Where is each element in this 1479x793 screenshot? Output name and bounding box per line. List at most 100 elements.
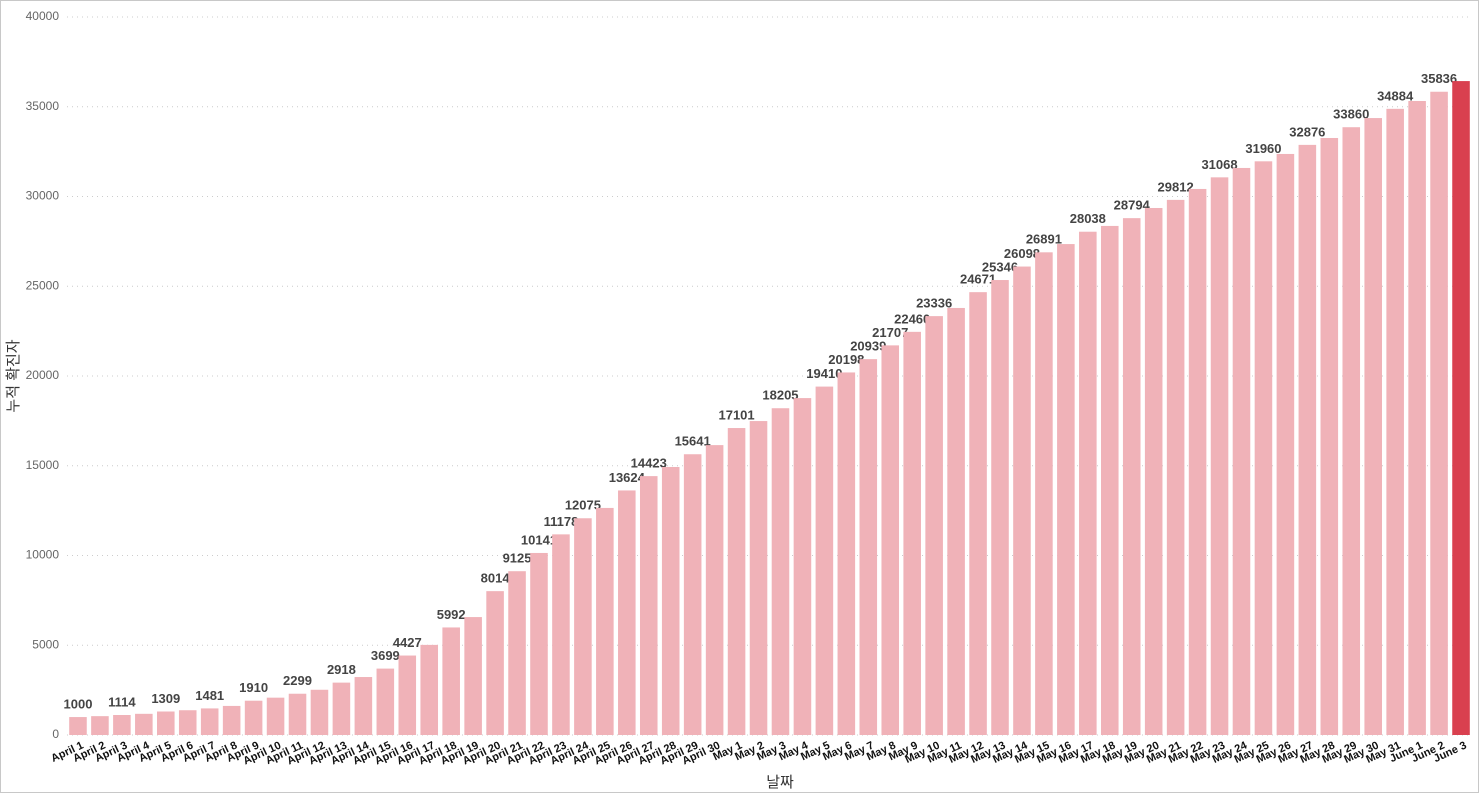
data-label: 17101 bbox=[718, 407, 754, 422]
bar bbox=[815, 386, 834, 735]
bar bbox=[288, 693, 307, 735]
bar bbox=[91, 716, 109, 735]
bar bbox=[244, 700, 263, 735]
bar bbox=[705, 445, 724, 735]
data-label: 25346 bbox=[982, 259, 1018, 274]
bar bbox=[508, 571, 526, 735]
bar bbox=[1254, 161, 1273, 735]
bar bbox=[837, 372, 856, 735]
data-label: 26891 bbox=[1026, 232, 1062, 247]
bar bbox=[1057, 244, 1075, 735]
bar bbox=[771, 408, 790, 735]
bar bbox=[969, 292, 987, 735]
bar bbox=[1386, 108, 1404, 735]
bar bbox=[376, 668, 395, 735]
bar bbox=[552, 534, 570, 735]
bar bbox=[618, 490, 636, 735]
bar bbox=[69, 717, 87, 735]
y-tick-label: 5000 bbox=[32, 637, 59, 651]
data-label: 29812 bbox=[1158, 179, 1194, 194]
bar bbox=[200, 708, 219, 735]
data-label: 28794 bbox=[1114, 198, 1151, 213]
bar bbox=[1452, 81, 1470, 736]
data-label: 14423 bbox=[631, 456, 667, 471]
data-label: 12075 bbox=[565, 498, 601, 513]
data-label: 8014 bbox=[481, 571, 511, 586]
bar bbox=[1144, 207, 1163, 735]
bar bbox=[727, 428, 746, 735]
bar bbox=[1276, 153, 1295, 735]
bar bbox=[639, 476, 658, 735]
data-label: 2918 bbox=[327, 662, 356, 677]
data-label: 26098 bbox=[1004, 246, 1040, 261]
bar bbox=[574, 518, 592, 735]
bar bbox=[1166, 199, 1185, 735]
bar bbox=[113, 715, 131, 735]
data-label: 32876 bbox=[1289, 124, 1325, 139]
data-label: 31960 bbox=[1245, 141, 1281, 156]
data-label: 1481 bbox=[195, 688, 224, 703]
bar bbox=[266, 697, 285, 735]
bar bbox=[178, 710, 197, 735]
data-label: 2299 bbox=[283, 673, 312, 688]
bar bbox=[1364, 118, 1382, 736]
data-label: 5992 bbox=[437, 607, 466, 622]
bar bbox=[1232, 167, 1251, 736]
bar bbox=[354, 677, 373, 735]
data-label: 20198 bbox=[828, 352, 864, 367]
data-label: 1114 bbox=[108, 694, 136, 709]
bar bbox=[157, 711, 175, 735]
bar bbox=[1013, 266, 1031, 735]
bar bbox=[859, 359, 878, 735]
y-tick-label: 40000 bbox=[26, 9, 60, 23]
bar bbox=[661, 467, 680, 735]
bar bbox=[486, 591, 504, 735]
data-label: 34884 bbox=[1377, 88, 1414, 103]
data-label: 4427 bbox=[393, 635, 422, 650]
data-label: 33860 bbox=[1333, 107, 1369, 122]
data-label: 23336 bbox=[916, 296, 952, 311]
y-tick-label: 15000 bbox=[26, 458, 60, 472]
data-label: 13624 bbox=[609, 470, 646, 485]
bar bbox=[1408, 101, 1426, 736]
y-tick-label: 10000 bbox=[26, 548, 60, 562]
data-label: 19410 bbox=[806, 366, 842, 381]
bar bbox=[925, 316, 943, 735]
bar bbox=[530, 552, 548, 735]
data-label: 24671 bbox=[960, 272, 996, 287]
bar bbox=[1188, 188, 1207, 735]
data-label: 1910 bbox=[239, 680, 268, 695]
data-label: 35836 bbox=[1421, 71, 1457, 86]
bar bbox=[1342, 127, 1361, 735]
bar bbox=[1100, 225, 1119, 736]
bar bbox=[793, 398, 812, 735]
bar bbox=[442, 627, 460, 735]
bar bbox=[1210, 177, 1229, 735]
data-label: 1000 bbox=[64, 696, 93, 711]
bar bbox=[947, 307, 965, 735]
bar bbox=[1035, 252, 1053, 735]
bar bbox=[398, 655, 417, 735]
bar bbox=[310, 689, 329, 735]
bar bbox=[1122, 218, 1141, 735]
bar bbox=[420, 644, 439, 735]
data-label: 1309 bbox=[151, 691, 180, 706]
y-tick-label: 0 bbox=[52, 727, 59, 741]
data-label: 15641 bbox=[675, 434, 711, 449]
bar bbox=[903, 331, 921, 735]
data-label: 21707 bbox=[872, 325, 908, 340]
bar bbox=[881, 345, 900, 735]
bar bbox=[135, 713, 153, 735]
y-tick-label: 30000 bbox=[26, 189, 60, 203]
bar bbox=[596, 507, 614, 735]
y-tick-label: 20000 bbox=[26, 368, 60, 382]
x-axis-title: 날짜 bbox=[766, 774, 794, 791]
y-tick-label: 25000 bbox=[26, 278, 60, 292]
bar bbox=[749, 421, 768, 735]
data-label: 22460 bbox=[894, 311, 930, 326]
bar bbox=[991, 280, 1009, 735]
data-label: 10141 bbox=[521, 532, 557, 547]
data-label: 28038 bbox=[1070, 211, 1106, 226]
bar bbox=[1079, 231, 1097, 735]
